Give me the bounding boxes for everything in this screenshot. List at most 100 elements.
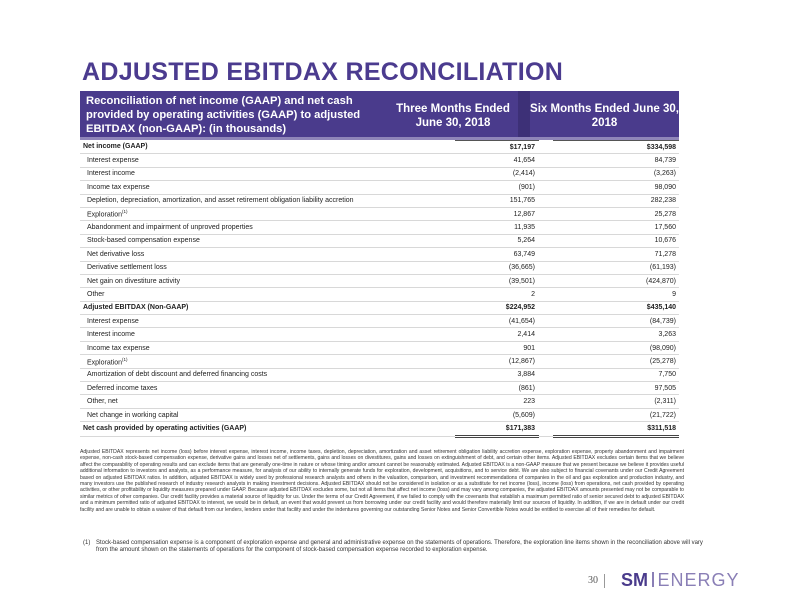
row-label-text: Adjusted EBITDAX (Non-GAAP): [83, 304, 189, 312]
column-gap: [539, 207, 553, 222]
row-label-text: Income tax expense: [87, 183, 150, 191]
three-months-value: 12,867: [455, 207, 539, 222]
column-gap: [539, 247, 553, 262]
six-months-value: 84,739: [553, 153, 679, 168]
column-gap: [539, 140, 553, 155]
three-months-value: 151,765: [455, 194, 539, 208]
column-gap: [539, 274, 553, 289]
table-body: Net income (GAAP) $17,197 $334,598 Interest…: [80, 139, 679, 438]
row-label: Exploration(1): [80, 207, 455, 222]
table-row: Other, net 223 (2,311): [80, 394, 679, 409]
row-label-text: Abandonment and impairment of unproved p…: [87, 224, 253, 232]
six-months-value: (3,263): [553, 167, 679, 182]
table-row: Income tax expense (901) 98,090: [80, 180, 679, 195]
six-months-value: 282,238: [553, 194, 679, 208]
column-gap: [539, 354, 553, 369]
three-months-value: (861): [455, 381, 539, 396]
column-gap: [539, 234, 553, 249]
row-label-text: Deferred income taxes: [87, 384, 158, 392]
footnote-text: Stock-based compensation expense is a co…: [96, 540, 703, 554]
table-row: Abandonment and impairment of unproved p…: [80, 220, 679, 235]
row-label-text: Exploration: [87, 359, 123, 367]
row-label-text: Interest income: [87, 331, 135, 339]
three-months-value: (36,665): [455, 261, 539, 275]
row-label: Interest income: [80, 327, 455, 342]
six-months-value: $435,140: [553, 300, 679, 316]
row-label: Income tax expense: [80, 180, 455, 195]
three-months-value: 11,935: [455, 220, 539, 235]
column-gap: [539, 314, 553, 329]
table-row: Exploration(1) (12,867) (25,278): [80, 354, 679, 369]
row-label-text: Stock-based compensation expense: [87, 237, 200, 245]
row-label: Interest expense: [80, 153, 455, 168]
row-label: Abandonment and impairment of unproved p…: [80, 220, 455, 235]
row-label-text: Net derivative loss: [87, 250, 145, 258]
three-months-value: 2,414: [455, 327, 539, 342]
six-months-value: (424,870): [553, 274, 679, 289]
table-row: Exploration(1) 12,867 25,278: [80, 207, 679, 222]
table-row: Interest expense 41,654 84,739: [80, 153, 679, 168]
three-months-value: (5,609): [455, 408, 539, 423]
row-label: Other, net: [80, 394, 455, 409]
table-row: Net change in working capital (5,609) (21,…: [80, 408, 679, 423]
six-months-value: 97,505: [553, 381, 679, 396]
row-label-text: Interest expense: [87, 157, 139, 165]
column-gap: [539, 408, 553, 423]
row-label-text: Exploration: [87, 211, 123, 219]
table-row: Interest income (2,414) (3,263): [80, 167, 679, 182]
column-gap: [539, 301, 553, 316]
row-label-text: Net change in working capital: [87, 411, 179, 419]
column-gap: [539, 287, 553, 302]
footnote-marker: (1): [122, 209, 128, 215]
table-row: Deferred income taxes (861) 97,505: [80, 381, 679, 396]
page-title: ADJUSTED EBITDAX RECONCILIATION: [82, 58, 564, 86]
column-gap: [539, 194, 553, 208]
row-label: Net derivative loss: [80, 247, 455, 262]
column-gap: [539, 220, 553, 235]
row-label-text: Net income (GAAP): [83, 143, 148, 151]
table-row: Net income (GAAP) $17,197 $334,598: [80, 139, 679, 155]
row-label: Interest income: [80, 167, 455, 182]
row-label: Income tax expense: [80, 341, 455, 356]
three-months-value: (41,654): [455, 314, 539, 329]
row-label: Net gain on divestiture activity: [80, 274, 455, 289]
six-months-value: (2,311): [553, 394, 679, 409]
footnote-number: (1): [83, 540, 91, 546]
row-label: Deferred income taxes: [80, 381, 455, 396]
row-label: Derivative settlement loss: [80, 261, 455, 275]
column-header-three-months: Three Months Ended June 30, 2018: [396, 103, 510, 129]
column-header-gap: [518, 91, 530, 137]
six-months-value: (21,722): [553, 408, 679, 423]
table-row: Net gain on divestiture activity (39,501)…: [80, 274, 679, 289]
three-months-value: 63,749: [455, 247, 539, 262]
six-months-value: (61,193): [553, 261, 679, 275]
column-gap: [539, 153, 553, 168]
table-row: Derivative settlement loss (36,665) (61,19…: [80, 261, 679, 275]
table-row: Interest expense (41,654) (84,739): [80, 314, 679, 329]
table-row: Income tax expense 901 (98,090): [80, 341, 679, 356]
table-row: Amortization of debt discount and deferr…: [80, 368, 679, 383]
three-months-value: (39,501): [455, 274, 539, 289]
six-months-value: 7,750: [553, 368, 679, 383]
column-gap: [539, 327, 553, 342]
sm-energy-logo: SM ENERGY: [621, 570, 740, 591]
row-label: Other: [80, 287, 455, 302]
logo-divider: [652, 572, 654, 587]
three-months-value: 901: [455, 341, 539, 356]
six-months-value: 10,676: [553, 234, 679, 249]
six-months-value: 9: [553, 287, 679, 302]
row-label: Adjusted EBITDAX (Non-GAAP): [80, 301, 455, 316]
three-months-value: 223: [455, 394, 539, 409]
six-months-value: 17,560: [553, 220, 679, 235]
table-row: Net derivative loss 63,749 71,278: [80, 247, 679, 262]
logo-sm: SM: [621, 570, 648, 590]
six-months-value: 98,090: [553, 180, 679, 195]
three-months-value: $171,383: [455, 421, 539, 438]
six-months-value: $334,598: [553, 139, 679, 155]
table-row: Interest income 2,414 3,263: [80, 327, 679, 342]
row-label: Net change in working capital: [80, 408, 455, 423]
reconciliation-table: Reconciliation of net income (GAAP) and …: [80, 91, 679, 438]
three-months-value: (12,867): [455, 354, 539, 369]
logo-energy: ENERGY: [657, 570, 740, 590]
table-row: Net cash provided by operating activitie…: [80, 421, 679, 438]
